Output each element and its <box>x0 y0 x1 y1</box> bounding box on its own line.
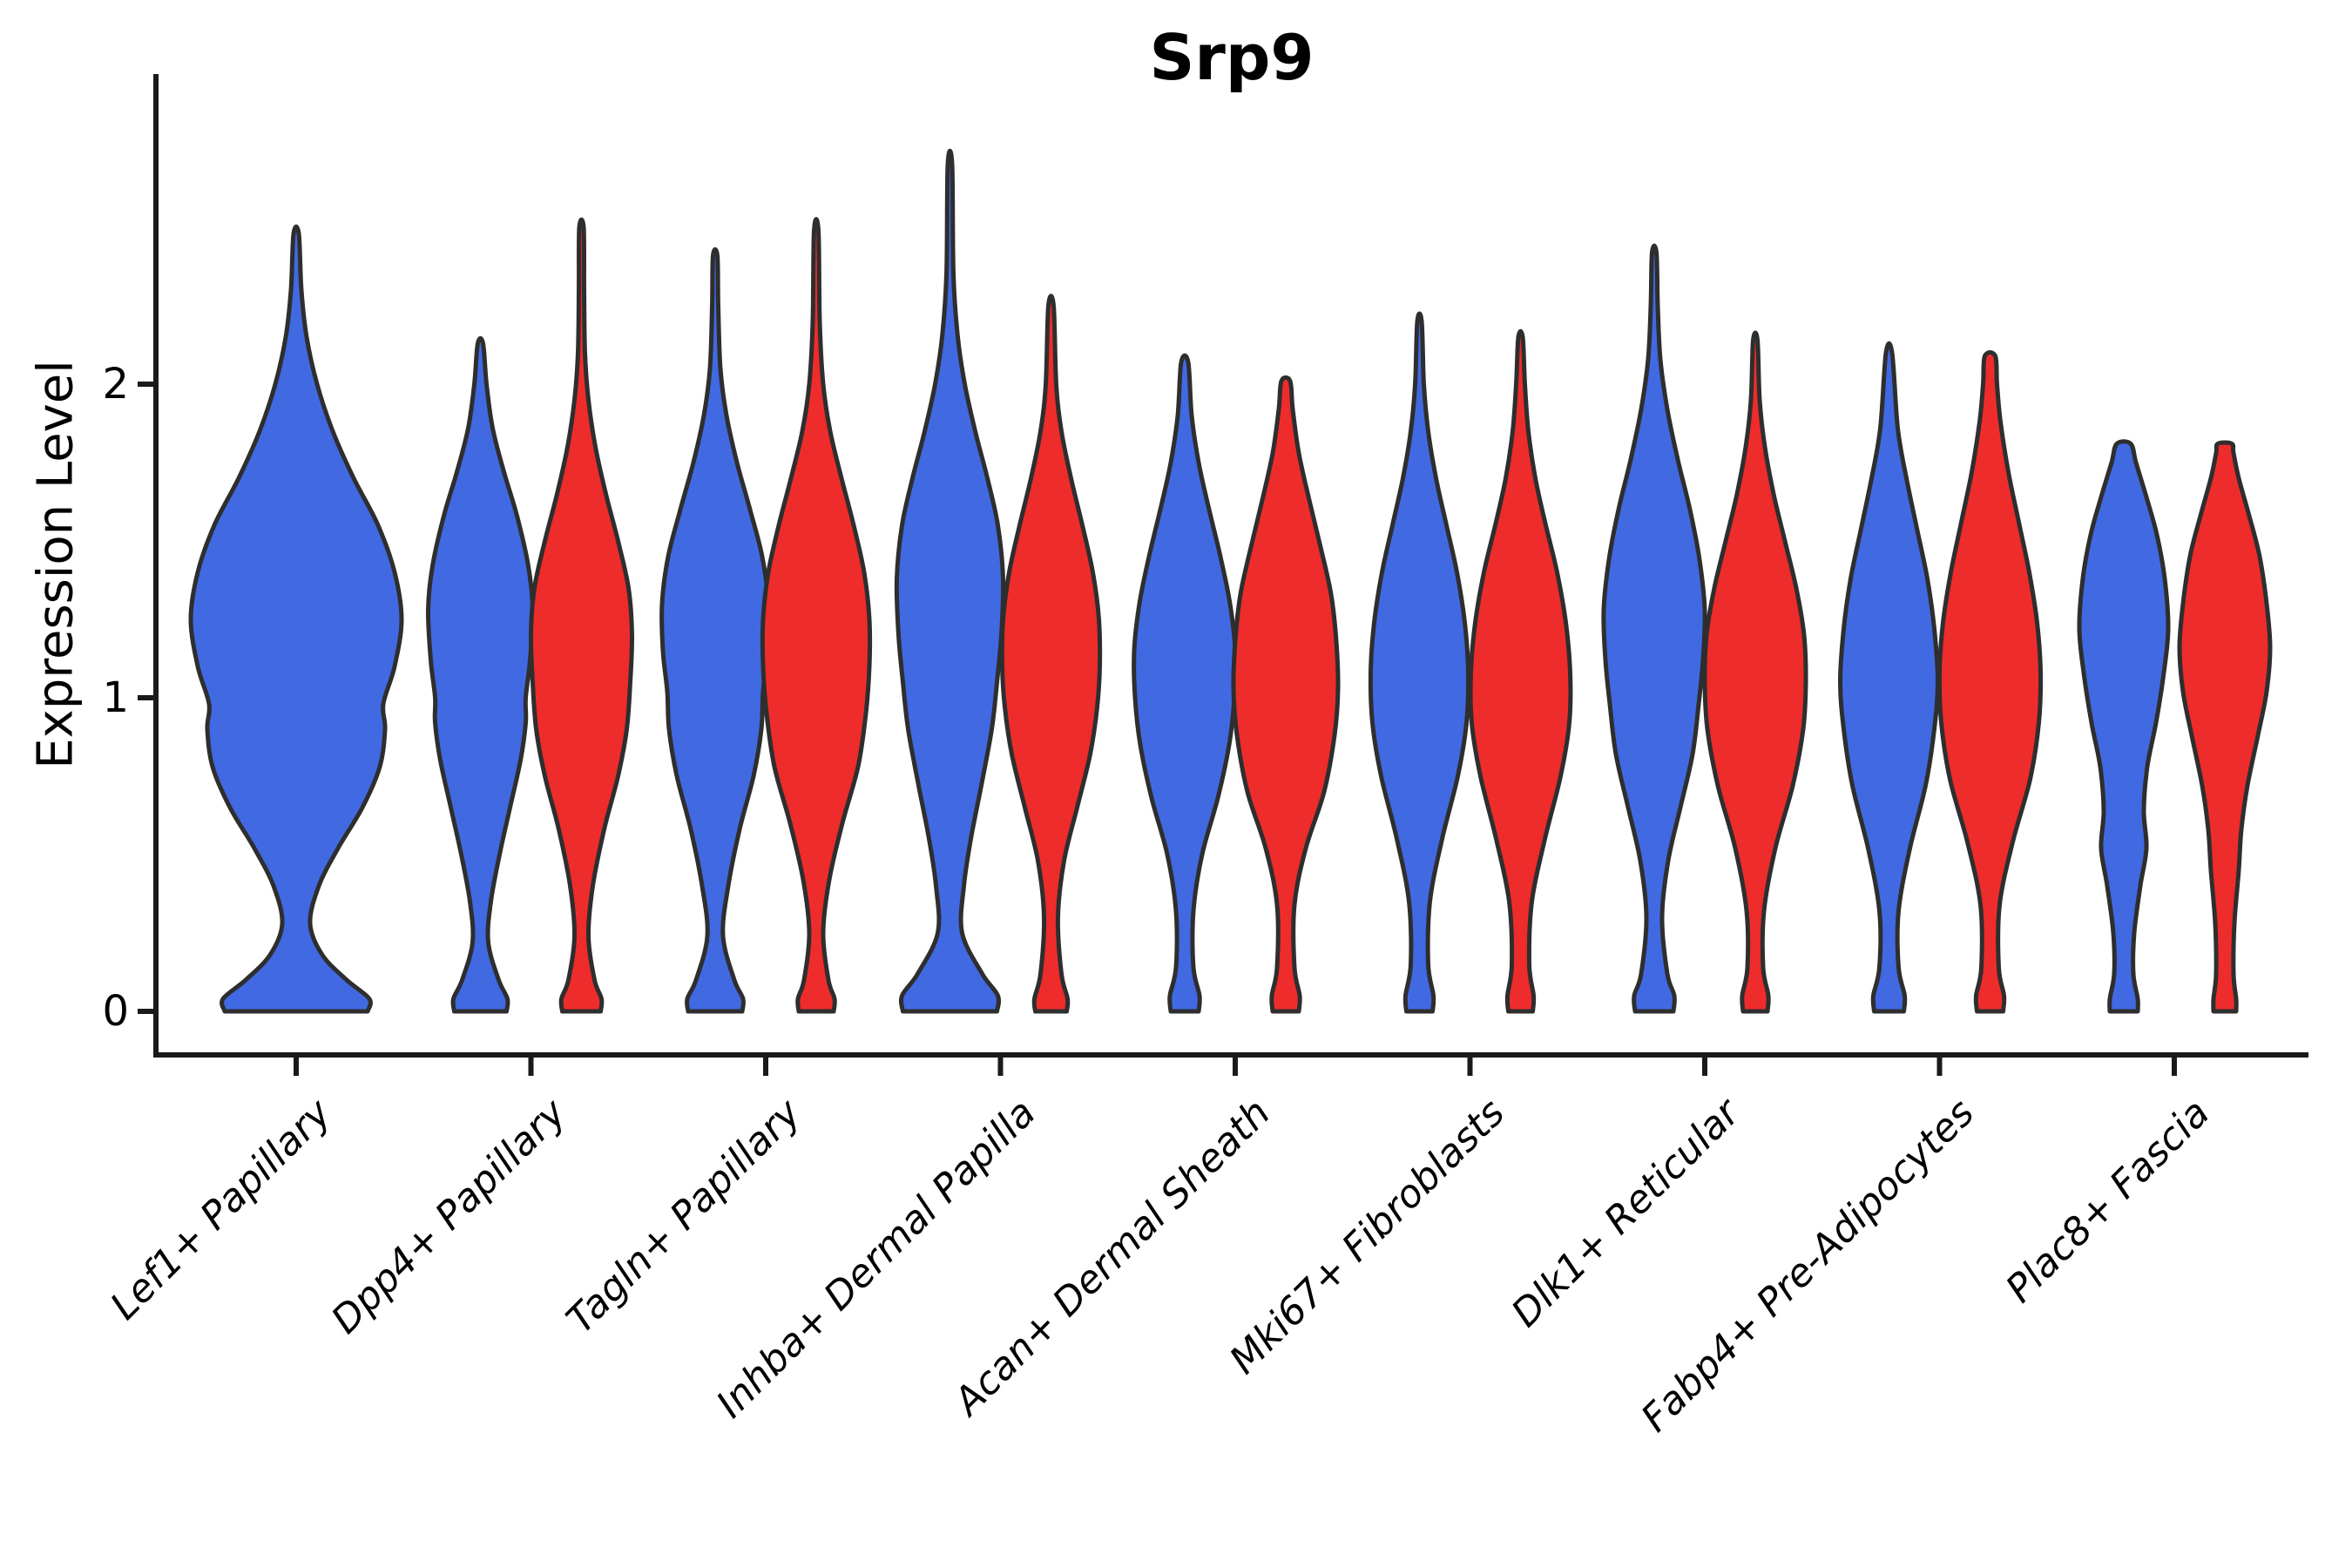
violin-blue-dlk1-reticular <box>1601 243 1707 1014</box>
violin-blue-plac8-fascia <box>2077 439 2171 1014</box>
violin-red-plac8-fascia <box>2177 440 2273 1014</box>
violin-red-inhba-dermal-papilla <box>999 294 1103 1014</box>
violin-blue-fabp4-pre-adipocytes <box>1838 341 1940 1014</box>
y-tick-label: 1 <box>102 673 129 722</box>
violin-red-acan-dermal-sheath <box>1231 375 1341 1014</box>
violin-blue-tagln-papillary <box>659 247 771 1014</box>
y-tick-label: 0 <box>102 987 129 1036</box>
chart-title: Srp9 <box>1149 21 1315 94</box>
y-axis-title: Expression Level <box>27 360 84 769</box>
violin-red-fabp4-pre-adipocytes <box>1936 350 2044 1014</box>
violin-red-tagln-papillary <box>760 217 873 1014</box>
violin-red-dpp4-papillary <box>528 217 635 1014</box>
violin-blue-dpp4-papillary <box>425 335 536 1014</box>
violin-blue-mki67-fibroblasts <box>1368 311 1471 1014</box>
y-tick-label: 2 <box>102 360 129 409</box>
violin-red-dlk1-reticular <box>1702 330 1808 1014</box>
violin-blue-acan-dermal-sheath <box>1132 353 1238 1014</box>
violin-blue-inhba-dermal-papilla <box>894 148 1006 1014</box>
violin-red-mki67-fibroblasts <box>1468 328 1573 1014</box>
violin-blue-lef1-papillary <box>188 224 404 1014</box>
